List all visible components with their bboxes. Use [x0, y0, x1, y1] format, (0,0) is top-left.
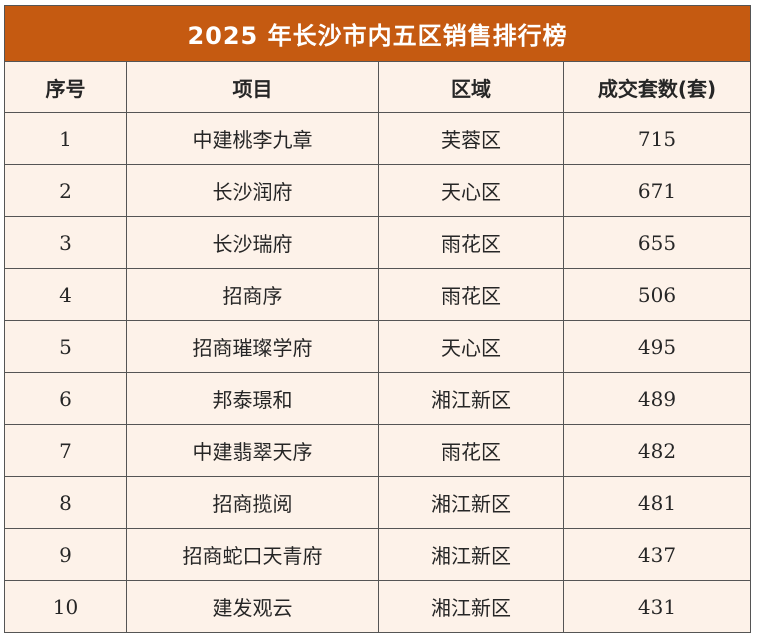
- units-cell: 655: [562, 216, 752, 269]
- units-cell: 495: [562, 320, 752, 373]
- header-rank: 序号: [4, 61, 127, 113]
- district-cell: 雨花区: [378, 424, 564, 477]
- units-cell: 506: [562, 268, 752, 321]
- table-title: 2025 年长沙市内五区销售排行榜: [3, 5, 752, 62]
- district-cell: 湘江新区: [378, 528, 564, 581]
- table-row: 4 招商序 雨花区 506: [4, 268, 752, 321]
- district-cell: 雨花区: [378, 216, 564, 269]
- district-cell: 湘江新区: [378, 476, 564, 529]
- rank-cell: 9: [4, 528, 127, 581]
- table-row: 2 长沙润府 天心区 671: [4, 164, 752, 217]
- project-cell: 邦泰璟和: [126, 372, 379, 425]
- header-units-sold: 成交套数(套): [562, 61, 752, 113]
- header-project: 项目: [126, 61, 379, 113]
- district-cell: 天心区: [378, 164, 564, 217]
- rank-cell: 8: [4, 476, 127, 529]
- units-cell: 431: [562, 580, 752, 633]
- project-cell: 招商序: [126, 268, 379, 321]
- title-row: 2025 年长沙市内五区销售排行榜: [3, 5, 752, 62]
- district-cell: 芙蓉区: [378, 112, 564, 165]
- header-row: 序号 项目 区域 成交套数(套): [4, 61, 752, 113]
- table-row: 1 中建桃李九章 芙蓉区 715: [4, 112, 752, 165]
- table-row: 6 邦泰璟和 湘江新区 489: [4, 372, 752, 425]
- rank-cell: 2: [4, 164, 127, 217]
- district-cell: 雨花区: [378, 268, 564, 321]
- project-cell: 长沙瑞府: [126, 216, 379, 269]
- rank-cell: 5: [4, 320, 127, 373]
- rank-cell: 1: [4, 112, 127, 165]
- rank-cell: 7: [4, 424, 127, 477]
- units-cell: 482: [562, 424, 752, 477]
- table-row: 3 长沙瑞府 雨花区 655: [4, 216, 752, 269]
- project-cell: 建发观云: [126, 580, 379, 633]
- rank-cell: 6: [4, 372, 127, 425]
- project-cell: 招商璀璨学府: [126, 320, 379, 373]
- project-cell: 中建桃李九章: [126, 112, 379, 165]
- units-cell: 481: [562, 476, 752, 529]
- header-district: 区域: [378, 61, 564, 113]
- units-cell: 671: [562, 164, 752, 217]
- table-row: 10 建发观云 湘江新区 431: [4, 580, 752, 633]
- rank-cell: 3: [4, 216, 127, 269]
- project-cell: 中建翡翠天序: [126, 424, 379, 477]
- units-cell: 489: [562, 372, 752, 425]
- units-cell: 715: [562, 112, 752, 165]
- district-cell: 天心区: [378, 320, 564, 373]
- rank-cell: 4: [4, 268, 127, 321]
- rank-cell: 10: [4, 580, 127, 633]
- table-row: 7 中建翡翠天序 雨花区 482: [4, 424, 752, 477]
- sales-ranking-table: 2025 年长沙市内五区销售排行榜 序号 项目 区域 成交套数(套) 1 中建桃…: [3, 5, 752, 633]
- table-row: 8 招商揽阅 湘江新区 481: [4, 476, 752, 529]
- district-cell: 湘江新区: [378, 372, 564, 425]
- units-cell: 437: [562, 528, 752, 581]
- table-row: 9 招商蛇口天青府 湘江新区 437: [4, 528, 752, 581]
- table-row: 5 招商璀璨学府 天心区 495: [4, 320, 752, 373]
- project-cell: 长沙润府: [126, 164, 379, 217]
- project-cell: 招商揽阅: [126, 476, 379, 529]
- project-cell: 招商蛇口天青府: [126, 528, 379, 581]
- district-cell: 湘江新区: [378, 580, 564, 633]
